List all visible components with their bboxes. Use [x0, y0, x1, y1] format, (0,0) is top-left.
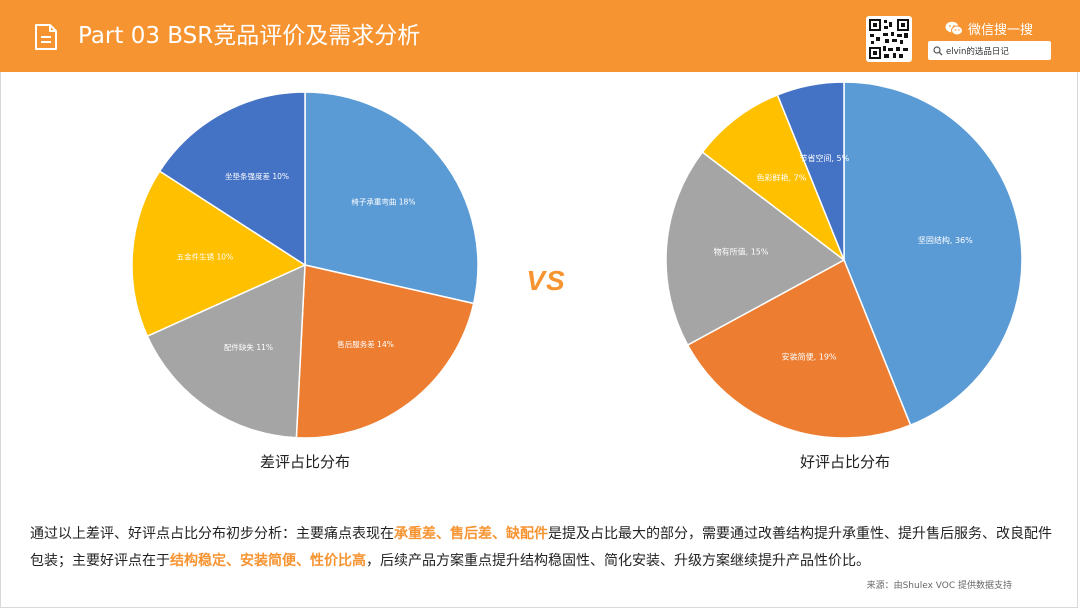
document-icon [35, 24, 57, 50]
search-icon [933, 45, 943, 55]
source-note: 来源：由Shulex VOC 提供数据支持 [866, 581, 1012, 591]
negative-pie-title: 差评占比分布 [259, 453, 351, 471]
negative-review-pie-chart: 椅子承重弯曲 18% 售后服务差 14% 配件缺失 11% 五金件生锈 10% 坐垫条强… [131, 91, 479, 439]
pie-slice-label-1-3: 色彩鲜艳, 7% [757, 172, 807, 182]
pie-slice-label-1-0: 坚固结构, 36% [918, 235, 973, 245]
wechat-search-text: 微信搜一搜 [968, 22, 1034, 38]
pie-slice-label-0-1: 售后服务差 14% [337, 339, 394, 349]
pie-slice-0-2 [146, 263, 306, 439]
pie-slice-1-3 [701, 93, 846, 263]
pie-slice-0-1 [295, 264, 475, 439]
wechat-search-label: 微信搜一搜 [945, 18, 1033, 38]
summary-text-3: ，后续产品方案重点提升结构稳固性、简化安装、升级方案继续提升产品性价比。 [366, 553, 870, 569]
pie-slice-label-1-1: 安装简便, 19% [782, 352, 837, 362]
pie-slice-0-3 [131, 170, 307, 338]
qr-code-icon [869, 19, 909, 59]
pie-slice-label-0-0: 椅子承重弯曲 18% [351, 196, 415, 206]
summary-text-2: 是提及占比最大的部分，需要通过改善结构提升承重性、提升售后服务、改良配件包装；主… [30, 526, 1052, 569]
header-bar: Part 03 BSR竞品评价及需求分析 微信搜一搜 elvi [0, 0, 1080, 72]
summary-text-1: 通过以上差评、好评点占比分布初步分析：主要痛点表现在 [30, 526, 394, 542]
pie-slice-0-4 [158, 91, 306, 267]
pie-slice-label-1-2: 物有所值, 15% [714, 247, 769, 257]
pie-slice-label-1-4: 节省空间, 5% [799, 153, 849, 163]
summary-highlight-1: 承重差、售后差、缺配件 [394, 526, 548, 542]
search-value: elvin的选品日记 [946, 46, 1009, 57]
positive-pie-title: 好评占比分布 [799, 453, 891, 471]
page-title: Part 03 BSR竞品评价及需求分析 [78, 23, 421, 49]
pie-slice-label-0-2: 配件缺失 11% [224, 342, 273, 352]
positive-review-pie-chart: 坚固结构, 36% 安装简便, 19% 物有所值, 15% 色彩鲜艳, 7% 节省空间,… [665, 81, 1023, 439]
qr-code[interactable] [866, 16, 912, 62]
pie-slice-1-0 [843, 81, 1023, 427]
pie-slice-1-1 [686, 258, 912, 439]
pie-slice-label-0-3: 五金件生锈 10% [177, 252, 234, 262]
search-input[interactable]: elvin的选品日记 [928, 41, 1051, 60]
pie-slice-1-2 [665, 151, 846, 347]
pie-charts-canvas: 椅子承重弯曲 18% 售后服务差 14% 配件缺失 11% 五金件生锈 10% 坐垫条强… [131, 81, 1023, 439]
pie-slice-label-0-4: 坐垫条强度差 10% [225, 171, 289, 181]
vs-label: VS [526, 265, 566, 296]
wechat-icon [945, 21, 963, 35]
pie-slice-1-4 [776, 81, 845, 261]
summary-highlight-2: 结构稳定、安装简便、性价比高 [170, 553, 366, 569]
pie-slice-0-0 [304, 91, 479, 305]
summary-paragraph: 通过以上差评、好评点占比分布初步分析：主要痛点表现在承重差、售后差、缺配件是提及… [30, 521, 1055, 575]
